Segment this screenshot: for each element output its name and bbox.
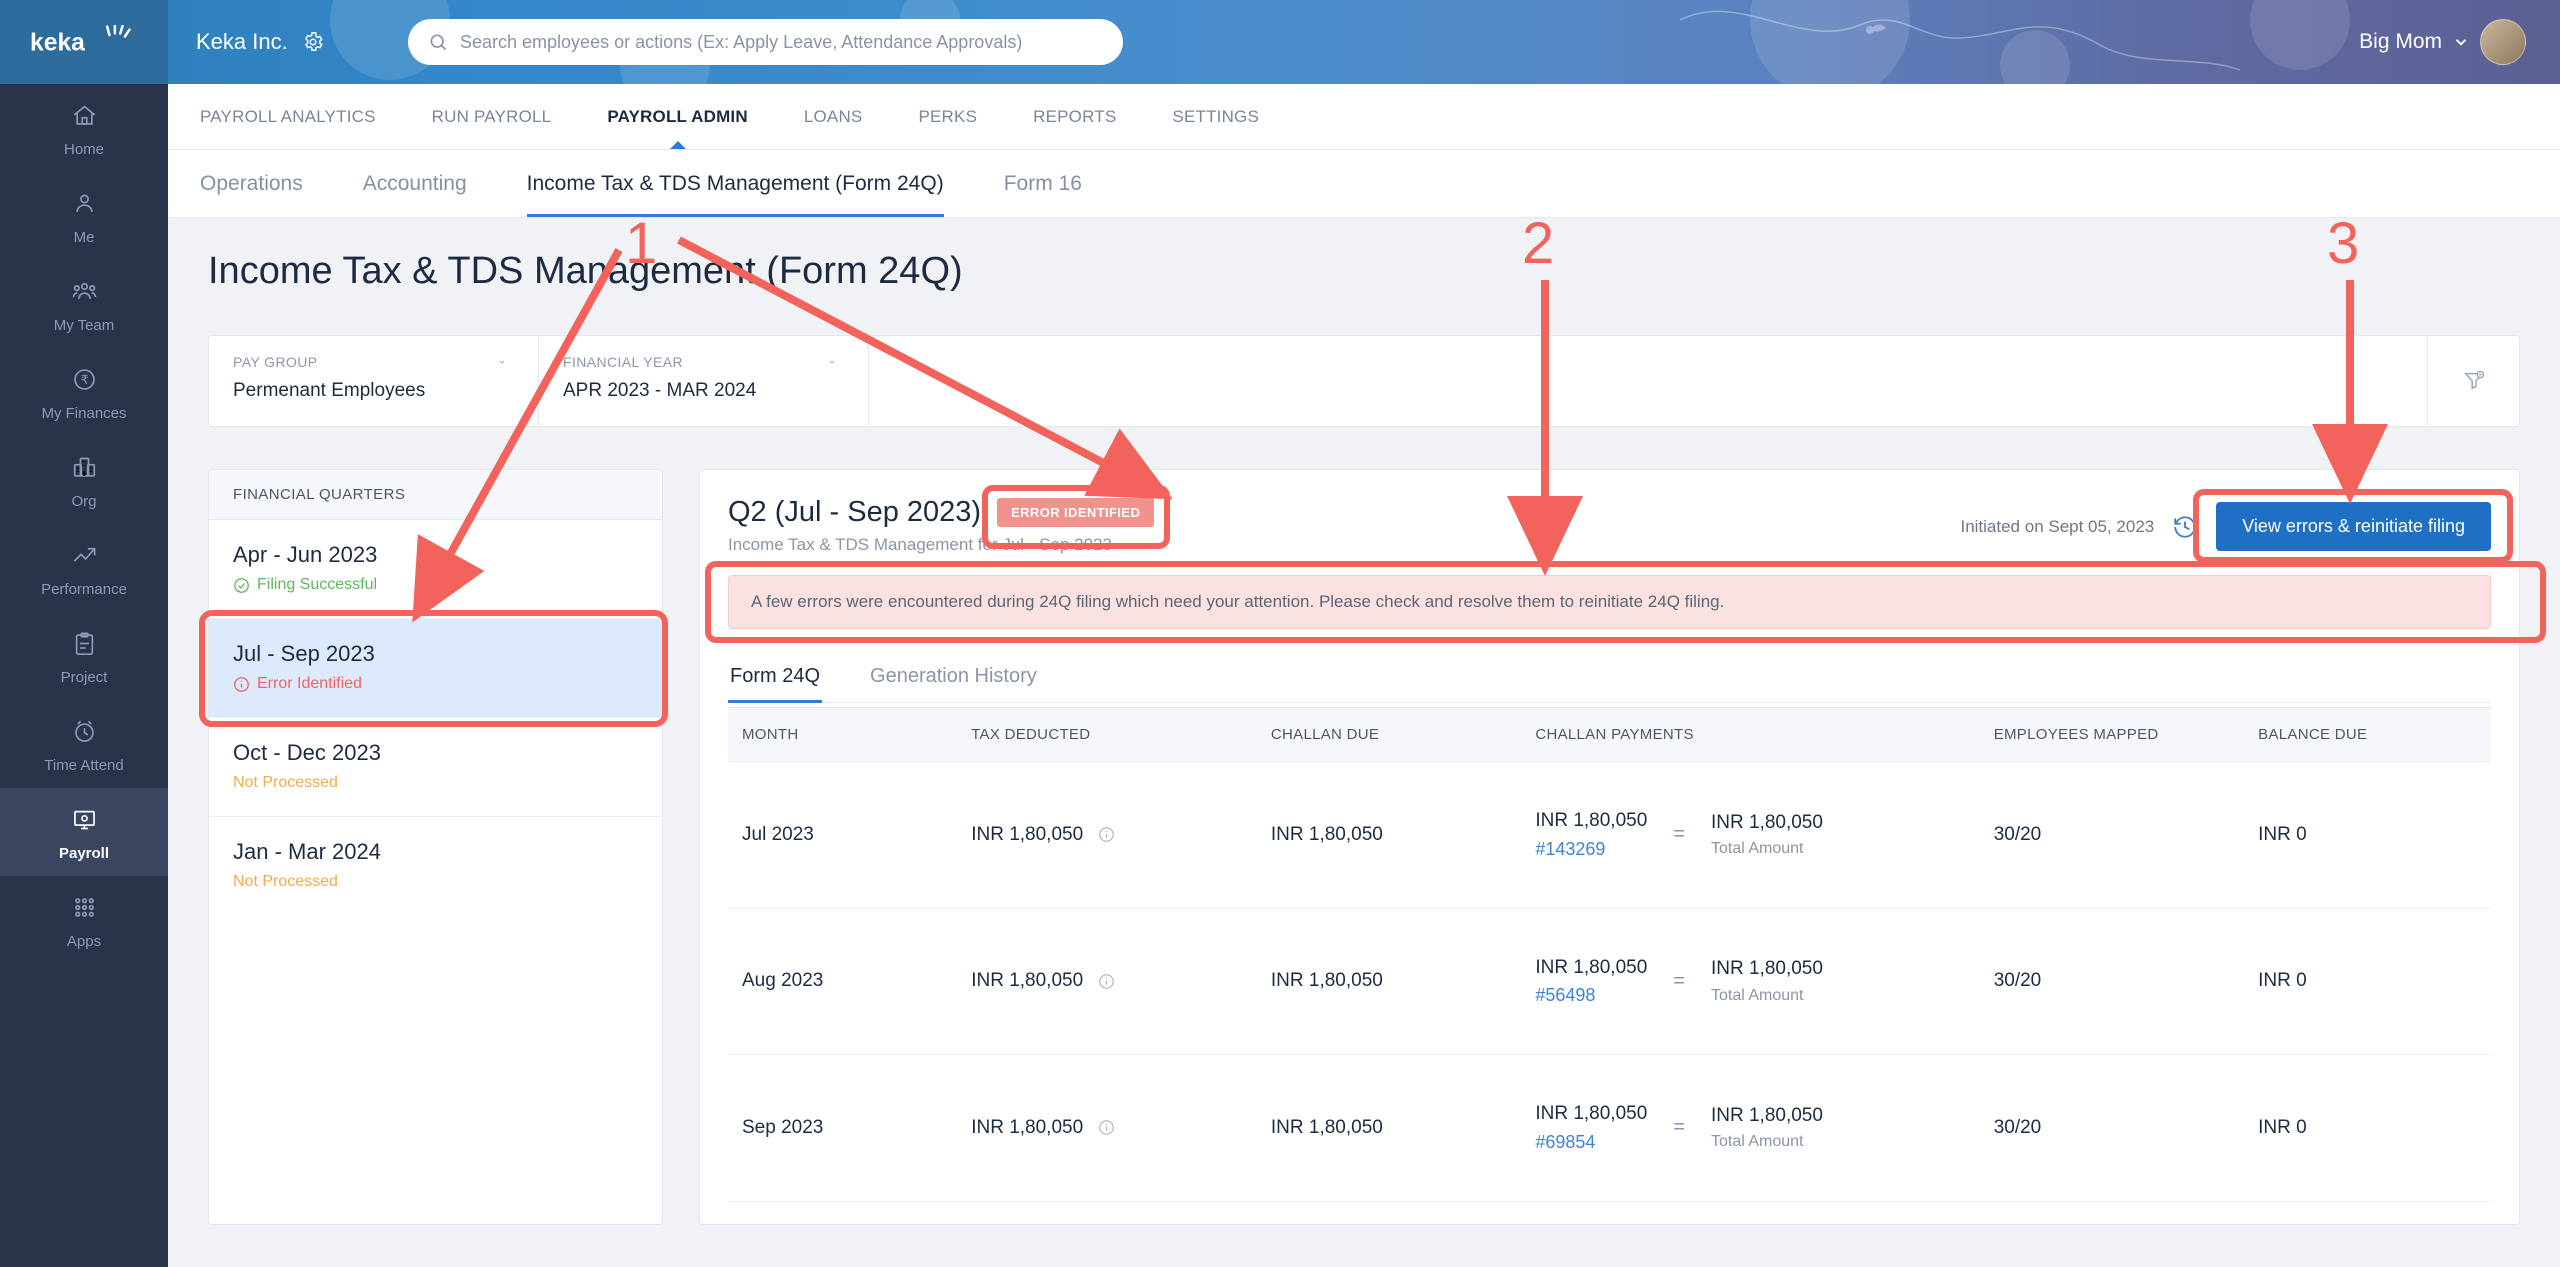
svg-text:₹: ₹ [80,373,88,387]
svg-text:keka: keka [30,29,85,56]
